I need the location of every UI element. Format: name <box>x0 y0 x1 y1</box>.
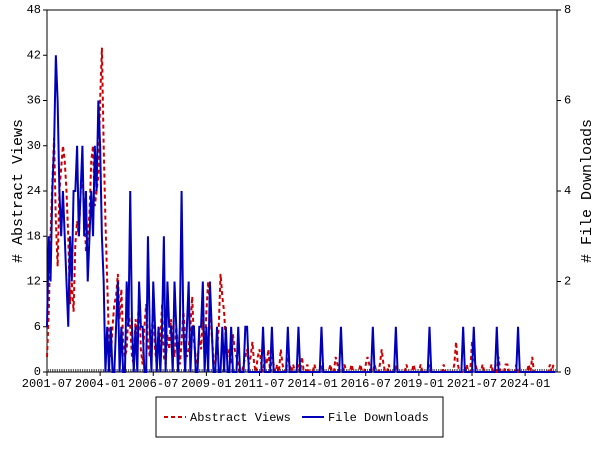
y2-tick-label: 6 <box>564 94 571 108</box>
y-tick-label: 36 <box>27 94 41 108</box>
y2-tick-label: 4 <box>564 184 571 198</box>
y-tick-label: 30 <box>27 139 41 153</box>
legend-label: Abstract Views <box>190 411 291 425</box>
y-tick-label: 18 <box>27 229 41 243</box>
y-tick-label: 48 <box>27 3 41 17</box>
x-tick-label: 2014-01 <box>287 377 337 391</box>
x-tick-label: 2001-07 <box>22 377 72 391</box>
y2-tick-label: 0 <box>564 365 571 379</box>
y2-tick-label: 8 <box>564 3 571 17</box>
x-tick-label: 2006-07 <box>128 377 178 391</box>
y-tick-label: 12 <box>27 275 41 289</box>
x-tick-label: 2024-01 <box>500 377 550 391</box>
y-axis-title: # Abstract Views <box>10 119 27 263</box>
plot-frame <box>46 9 558 373</box>
data-line <box>46 55 556 373</box>
y2-axis-title: # File Downloads <box>579 119 596 263</box>
y-tick-label: 0 <box>34 365 41 379</box>
x-tick-label: 2011-07 <box>234 377 284 391</box>
y2-tick-label: 2 <box>564 275 571 289</box>
x-tick-label: 2016-07 <box>341 377 391 391</box>
data-line <box>46 47 556 373</box>
x-tick-label: 2019-01 <box>394 377 444 391</box>
x-tick-label: 2004-01 <box>75 377 125 391</box>
y-tick-label: 24 <box>27 184 41 198</box>
legend <box>155 396 444 438</box>
legend-label: File Downloads <box>328 411 429 425</box>
x-tick-label: 2021-07 <box>447 377 497 391</box>
y-tick-label: 6 <box>34 320 41 334</box>
y-tick-label: 42 <box>27 48 41 62</box>
x-tick-label: 2009-01 <box>181 377 231 391</box>
